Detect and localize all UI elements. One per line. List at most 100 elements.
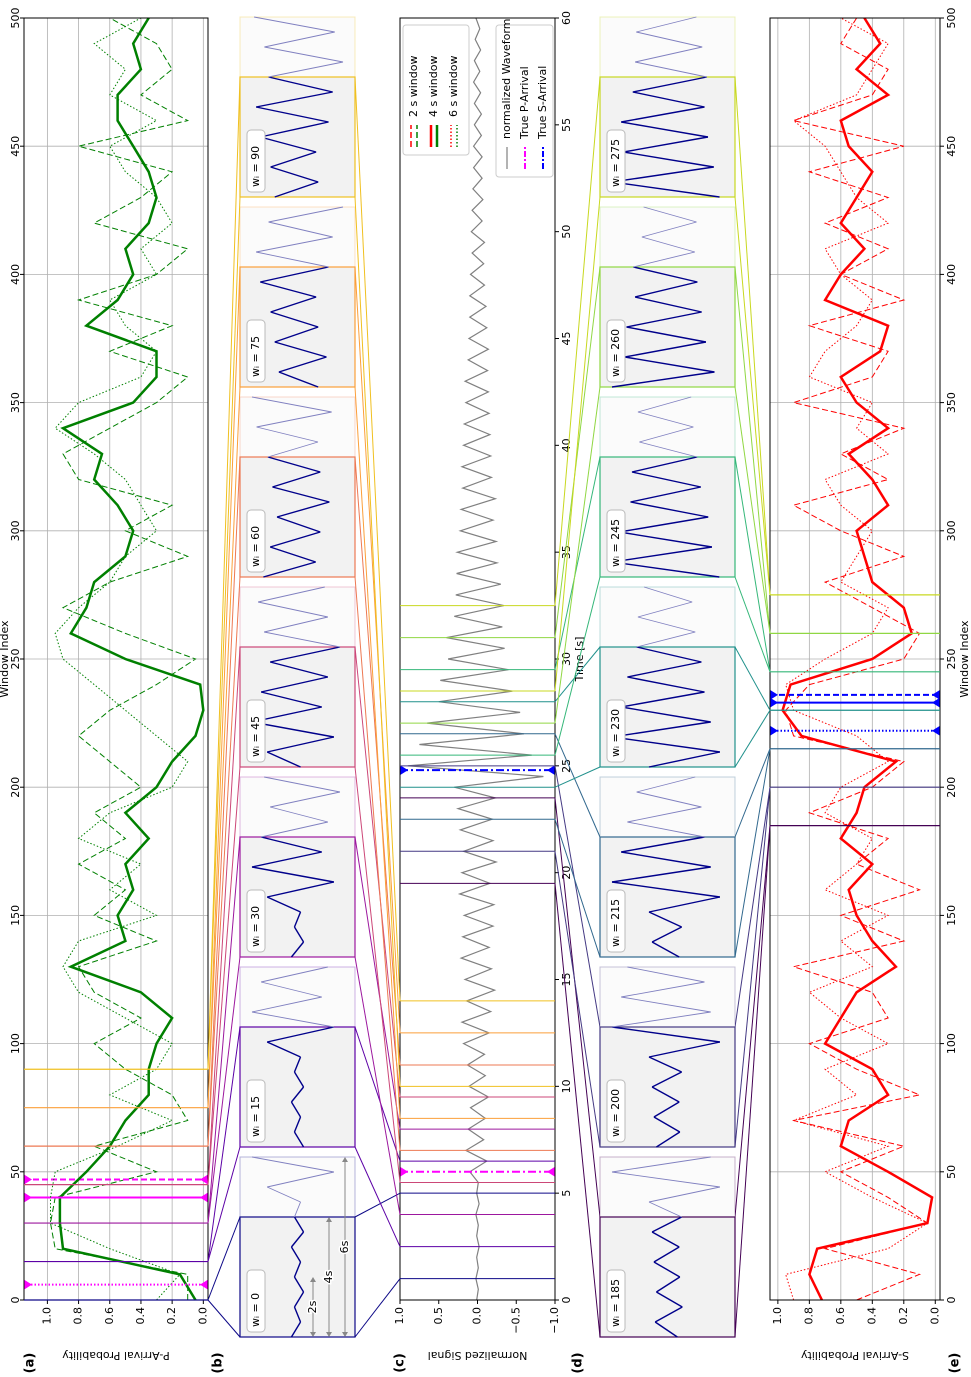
inset-waveform bbox=[270, 661, 329, 678]
inset-waveform bbox=[651, 1086, 680, 1103]
x-tick-label: 60 bbox=[560, 11, 573, 25]
inset-waveform bbox=[270, 646, 341, 663]
inset-label-box bbox=[246, 319, 266, 383]
connector bbox=[734, 196, 771, 595]
inset-waveform bbox=[631, 471, 701, 488]
inset-waveform bbox=[266, 1186, 301, 1203]
x-tick-label: 30 bbox=[560, 652, 573, 666]
x-tick-label: 200 bbox=[9, 777, 22, 798]
inset-waveform bbox=[269, 531, 321, 548]
inset-waveform bbox=[634, 296, 702, 313]
inset-waveform bbox=[630, 486, 701, 503]
length-label: 2s bbox=[306, 1300, 319, 1313]
connector bbox=[354, 1278, 401, 1338]
x-tick-label: 150 bbox=[945, 905, 958, 926]
inset-waveform bbox=[270, 151, 317, 168]
inset-waveform bbox=[264, 776, 341, 793]
x-tick-label: 10 bbox=[560, 1079, 573, 1093]
legend-label: 6 s window bbox=[447, 56, 460, 117]
inset-waveform bbox=[611, 181, 720, 198]
inset-label-box bbox=[606, 1269, 626, 1333]
legend-label: normalized Waveform bbox=[500, 19, 513, 139]
inset-waveform bbox=[637, 601, 693, 618]
connector bbox=[207, 1026, 241, 1262]
x-tick-label: 50 bbox=[560, 225, 573, 239]
inset-waveform bbox=[611, 371, 715, 388]
inset-waveform bbox=[643, 206, 697, 223]
inset-waveform bbox=[260, 676, 328, 693]
inset-waveform bbox=[611, 546, 713, 563]
inset-window bbox=[599, 266, 736, 388]
inset-waveform bbox=[290, 941, 305, 958]
inset-waveform bbox=[261, 821, 328, 838]
connector bbox=[354, 1192, 401, 1218]
inset-waveform bbox=[611, 721, 711, 738]
inset-waveform bbox=[653, 1246, 680, 1263]
y-tick-label: 1.0 bbox=[771, 1307, 784, 1325]
inset-waveform bbox=[260, 266, 329, 283]
inset-label-box bbox=[246, 509, 266, 573]
connector bbox=[207, 766, 241, 1185]
y-tick-label: 0.4 bbox=[134, 1307, 147, 1325]
connector bbox=[734, 748, 771, 958]
y-axis-label: S-Arrival Probability bbox=[800, 1349, 909, 1362]
inset-waveform bbox=[293, 1276, 305, 1293]
inset-waveform bbox=[626, 311, 702, 328]
x-tick-label: 450 bbox=[945, 136, 958, 157]
inset-window bbox=[239, 1026, 356, 1148]
inset-waveform bbox=[251, 996, 322, 1013]
inset-waveform bbox=[648, 911, 682, 928]
inset-waveform bbox=[270, 311, 319, 328]
inset-window bbox=[599, 1026, 736, 1148]
inset-waveform bbox=[648, 1201, 682, 1218]
x-tick-label: 40 bbox=[560, 438, 573, 452]
inset-waveform bbox=[648, 1056, 682, 1073]
connector bbox=[734, 710, 771, 768]
connector bbox=[207, 76, 241, 1070]
inset-label: wᵢ = 275 bbox=[609, 139, 622, 187]
y-tick-label: 0.5 bbox=[432, 1307, 445, 1325]
x-tick-label: 500 bbox=[9, 8, 22, 29]
connector bbox=[207, 196, 241, 1070]
panel-label: (b) bbox=[211, 1352, 226, 1373]
connector bbox=[554, 797, 601, 1218]
inset-waveform bbox=[264, 31, 335, 48]
x-tick-label: 500 bbox=[945, 8, 958, 29]
connector bbox=[734, 646, 771, 711]
connector bbox=[207, 1146, 241, 1262]
inset-waveform bbox=[653, 1101, 680, 1118]
legend-box bbox=[495, 24, 554, 178]
inset-label-box bbox=[606, 319, 626, 383]
x-tick-label: 200 bbox=[945, 777, 958, 798]
inset-waveform bbox=[611, 561, 720, 578]
inset-waveform bbox=[651, 941, 680, 958]
x-tick-label: 400 bbox=[945, 264, 958, 285]
inset-waveform bbox=[276, 501, 330, 518]
inset-waveform bbox=[257, 601, 328, 618]
inset-waveform bbox=[270, 791, 341, 808]
inset-label: wᵢ = 45 bbox=[249, 716, 262, 757]
connector bbox=[734, 266, 771, 634]
inset-waveform bbox=[611, 1026, 721, 1043]
inset-waveform bbox=[626, 326, 707, 343]
probability-line bbox=[781, 17, 934, 1301]
probability-line bbox=[58, 17, 205, 1301]
inset-waveform bbox=[611, 1011, 711, 1028]
inset-waveform bbox=[256, 251, 329, 268]
inset-window bbox=[239, 1216, 356, 1338]
x-tick-label: 50 bbox=[9, 1165, 22, 1179]
y-tick-label: 1.0 bbox=[40, 1307, 53, 1325]
inset-waveform bbox=[621, 106, 705, 123]
x-tick-label: 350 bbox=[945, 392, 958, 413]
connector bbox=[734, 825, 771, 1338]
arrival-marker bbox=[932, 689, 940, 700]
inset-waveform bbox=[632, 91, 705, 108]
inset-waveform bbox=[627, 821, 705, 838]
inset-waveform bbox=[293, 1291, 305, 1308]
legend-label: True P-Arrival bbox=[518, 66, 531, 140]
inset-waveform bbox=[637, 616, 696, 633]
inset-waveform bbox=[648, 1041, 721, 1058]
connector bbox=[554, 733, 601, 838]
inset-waveform bbox=[641, 221, 697, 238]
inset-window bbox=[239, 456, 356, 578]
